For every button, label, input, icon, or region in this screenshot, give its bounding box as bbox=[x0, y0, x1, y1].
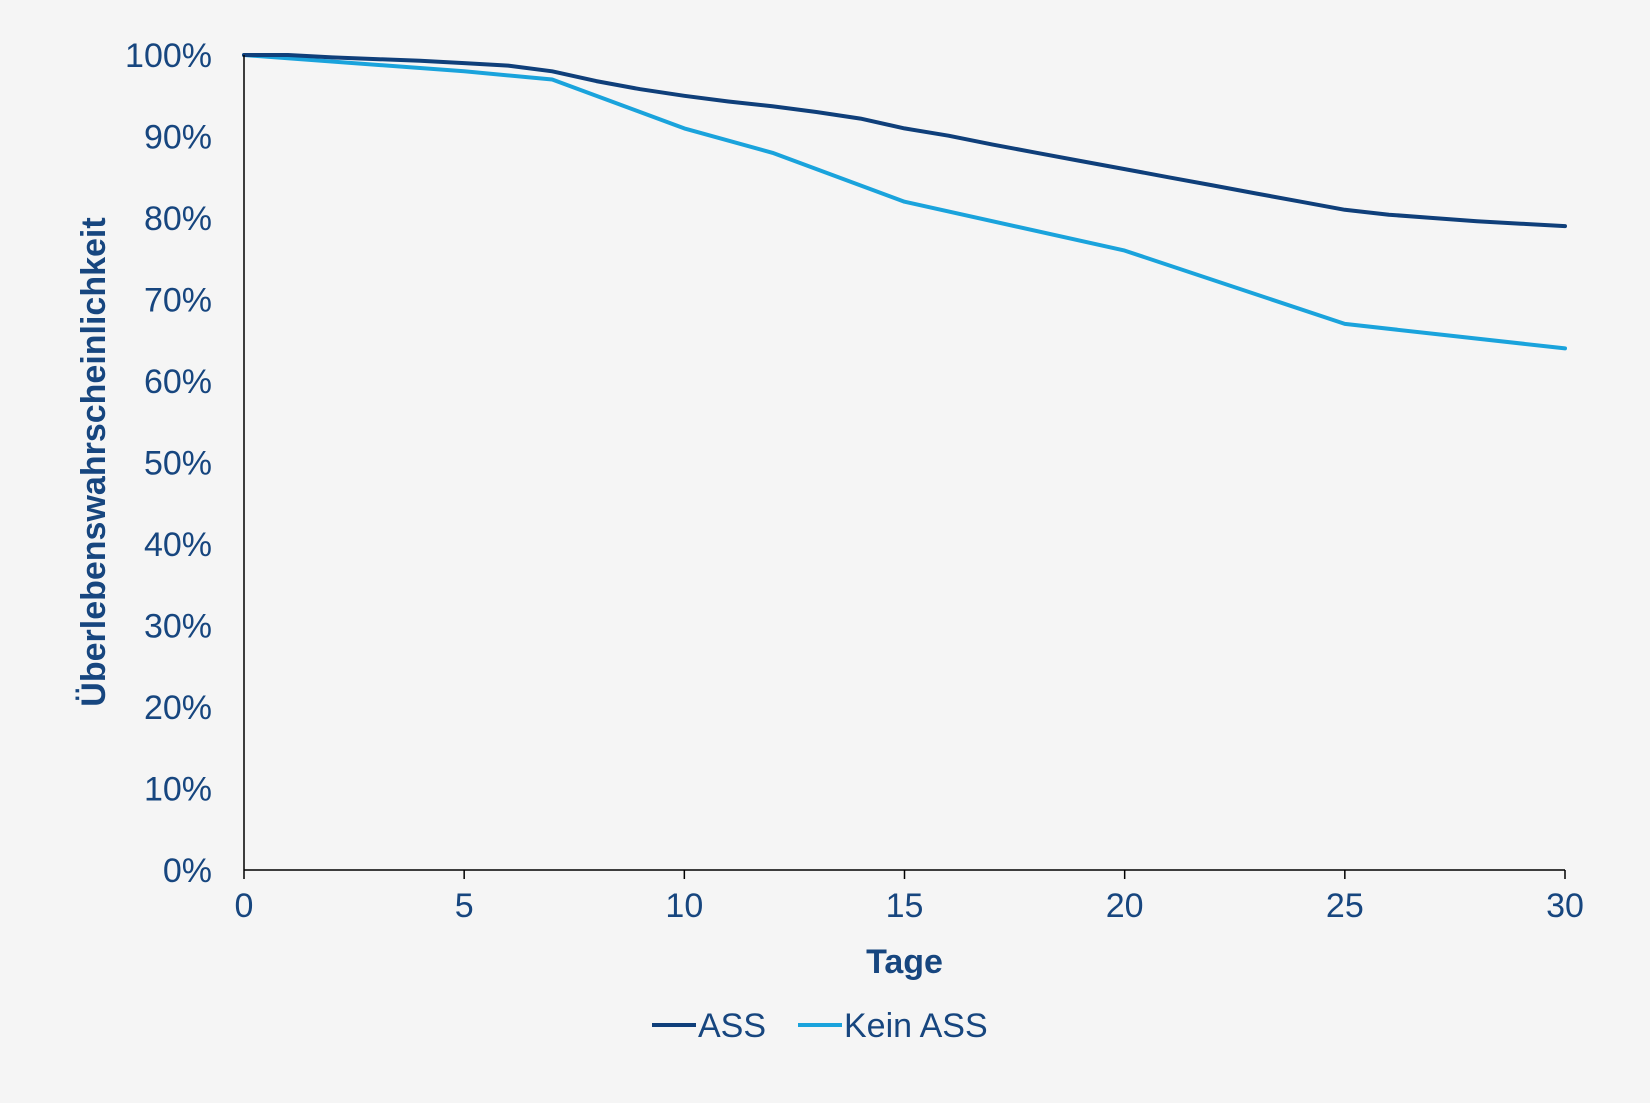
y-axis-ticks: 0% 10% 20% 30% 40% 50% 60% 70% 80% 90% 100% bbox=[125, 37, 212, 890]
x-tick-label: 0 bbox=[235, 887, 254, 925]
y-tick-label: 90% bbox=[144, 119, 212, 157]
series-line-kein-ass bbox=[242, 53, 1567, 351]
x-tick-label: 30 bbox=[1546, 887, 1584, 925]
y-tick-label: 80% bbox=[144, 200, 212, 238]
y-tick-label: 60% bbox=[144, 363, 212, 401]
series-line-ass bbox=[242, 53, 1567, 229]
series-layer bbox=[242, 53, 1567, 351]
legend: ASS Kein ASS bbox=[652, 1007, 988, 1045]
x-axis-ticks: 0 5 10 15 20 25 30 bbox=[235, 870, 1584, 925]
y-tick-label: 0% bbox=[163, 852, 212, 890]
x-tick-label: 15 bbox=[886, 887, 924, 925]
x-axis-label: Tage bbox=[866, 943, 943, 981]
y-tick-label: 100% bbox=[125, 37, 212, 75]
y-tick-label: 30% bbox=[144, 608, 212, 646]
y-tick-label: 20% bbox=[144, 689, 212, 727]
y-tick-label: 10% bbox=[144, 771, 212, 809]
x-tick-label: 5 bbox=[455, 887, 474, 925]
x-tick-label: 25 bbox=[1326, 887, 1364, 925]
y-tick-label: 50% bbox=[144, 445, 212, 483]
y-tick-label: 70% bbox=[144, 282, 212, 320]
y-axis-label: Überlebenswahrscheinlichkeit bbox=[75, 217, 113, 706]
x-tick-label: 10 bbox=[665, 887, 703, 925]
y-tick-label: 40% bbox=[144, 526, 212, 564]
legend-label: ASS bbox=[698, 1007, 766, 1045]
x-tick-label: 20 bbox=[1106, 887, 1144, 925]
legend-label: Kein ASS bbox=[844, 1007, 988, 1045]
